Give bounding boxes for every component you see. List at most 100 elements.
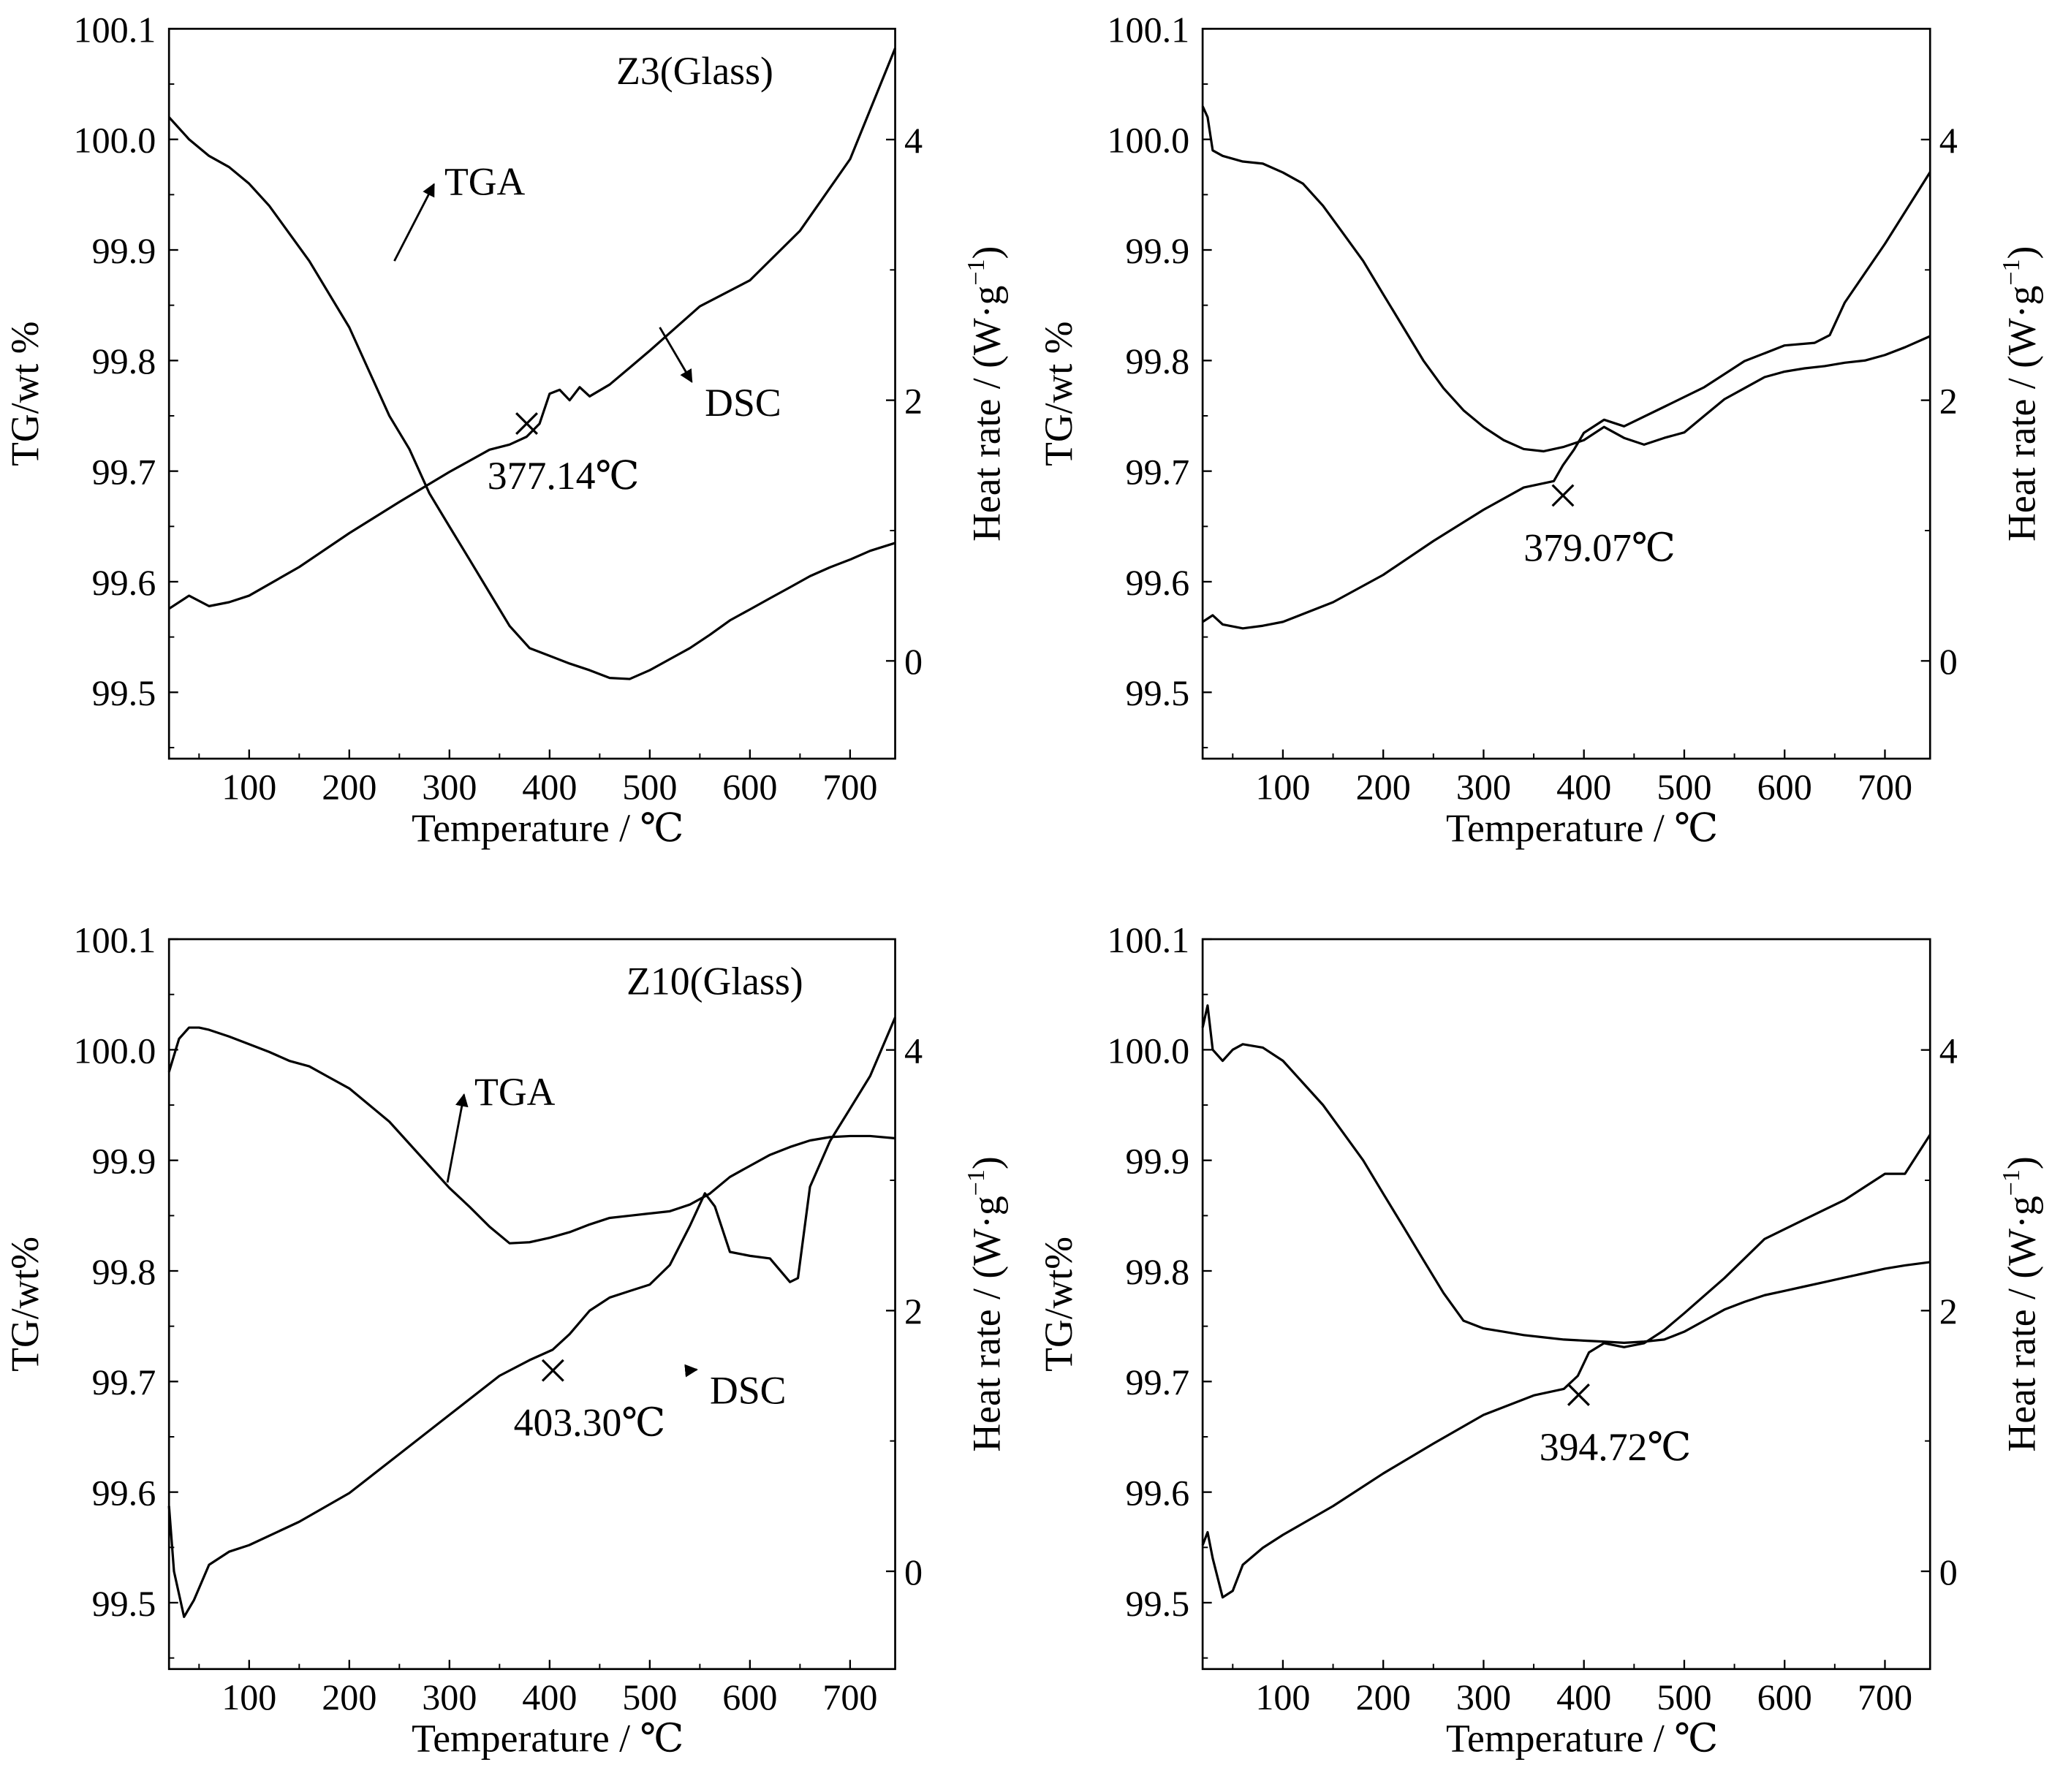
x-tick-label: 100 bbox=[1255, 767, 1310, 808]
y-right-axis-title-close: ) bbox=[1999, 1156, 2043, 1169]
x-tick-label: 400 bbox=[522, 1677, 577, 1717]
y-tick-label: 99.5 bbox=[92, 1583, 156, 1624]
annotation-marker bbox=[541, 1359, 564, 1382]
y-right-tick-label: 2 bbox=[904, 1291, 923, 1332]
y-tick-label: 100.1 bbox=[74, 9, 156, 50]
plot-frame bbox=[1201, 938, 1931, 1671]
y-right-axis-title-main: Heat rate / (W·g bbox=[965, 1196, 1009, 1451]
y-tick-label: 100.0 bbox=[74, 120, 156, 161]
x-tick-label: 300 bbox=[422, 1677, 477, 1717]
annotation-marker bbox=[1567, 1383, 1590, 1406]
series-line-dsc bbox=[168, 48, 897, 610]
y-right-axis-title-main: Heat rate / (W·g bbox=[1999, 286, 2043, 542]
x-tick-label: 300 bbox=[422, 767, 477, 808]
x-tick-label: 600 bbox=[722, 1677, 777, 1717]
x-tick-label: 100 bbox=[222, 1677, 276, 1717]
y-tick-label: 99.6 bbox=[92, 1473, 156, 1514]
annotation-label: 403.30℃ bbox=[514, 1401, 666, 1445]
x-tick-label: 500 bbox=[622, 1677, 677, 1717]
y-right-tick-label: 0 bbox=[1939, 1552, 1958, 1592]
y-tick-label: 99.9 bbox=[92, 230, 156, 271]
plot-frame bbox=[167, 28, 896, 760]
y-right-tick-label: 4 bbox=[1939, 1030, 1958, 1071]
series-label-dsc: DSC bbox=[710, 1369, 786, 1413]
y-tick-label: 100.1 bbox=[1107, 919, 1189, 960]
label-arrow bbox=[659, 327, 693, 383]
y-tick-label: 99.7 bbox=[92, 452, 156, 493]
series-line-dsc bbox=[1201, 1134, 1931, 1599]
panel-label: Z10(Glass) bbox=[626, 960, 803, 1003]
annotation-marker bbox=[1551, 484, 1575, 507]
y-tick-label: 99.9 bbox=[92, 1141, 156, 1182]
annotation-label: 379.07℃ bbox=[1523, 525, 1676, 569]
x-tick-label: 700 bbox=[822, 1677, 877, 1717]
x-tick-label: 100 bbox=[222, 767, 276, 808]
y-right-tick-label: 0 bbox=[1939, 641, 1958, 682]
y-tick-label: 99.6 bbox=[92, 562, 156, 603]
x-tick-label: 100 bbox=[1255, 1677, 1310, 1717]
chart-panel-4: 100 200 300 400 500 600 700 99.5 99.6 99.7 99.8 99.… bbox=[1037, 919, 2043, 1761]
x-tick-label: 200 bbox=[322, 1677, 376, 1717]
series-line-dsc bbox=[167, 1017, 897, 1618]
y-tick-label: 99.6 bbox=[1126, 1473, 1190, 1514]
x-axis-title: Temperature / ℃ bbox=[412, 806, 684, 850]
y-tick-label: 99.7 bbox=[1126, 452, 1190, 493]
y-tick-label: 100.0 bbox=[1107, 120, 1189, 161]
y-right-tick-label: 4 bbox=[904, 120, 923, 161]
y-right-axis-title: Heat rate / (W·g−1) bbox=[1998, 1156, 2043, 1451]
y-right-axis-title-sup: −1 bbox=[963, 1169, 990, 1196]
plot-frame bbox=[1201, 28, 1931, 760]
y-right-tick-label: 4 bbox=[904, 1030, 923, 1071]
y-tick-label: 99.5 bbox=[1126, 672, 1190, 713]
panel-label: Z3(Glass) bbox=[616, 49, 773, 93]
y-tick-label: 99.5 bbox=[1126, 1583, 1190, 1624]
y-right-axis-title-sup: −1 bbox=[1998, 259, 2025, 285]
y-axis-title: TG/wt % bbox=[3, 322, 47, 466]
annotation-label: 377.14℃ bbox=[488, 454, 640, 498]
y-tick-label: 99.5 bbox=[92, 672, 156, 713]
y-tick-label: 99.7 bbox=[92, 1362, 156, 1402]
series-line-tga bbox=[1201, 1004, 1931, 1344]
label-arrow bbox=[446, 1093, 469, 1183]
y-tick-label: 99.9 bbox=[1126, 230, 1190, 271]
y-tick-label: 99.9 bbox=[1126, 1141, 1190, 1182]
y-tick-label: 100.0 bbox=[74, 1030, 156, 1071]
plot-frame bbox=[167, 938, 896, 1671]
y-tick-label: 100.0 bbox=[1107, 1030, 1189, 1071]
y-tick-label: 99.8 bbox=[1126, 341, 1190, 381]
x-tick-label: 300 bbox=[1456, 1677, 1511, 1717]
y-right-axis-title-main: Heat rate / (W·g bbox=[965, 286, 1009, 542]
y-right-tick-label: 4 bbox=[1939, 120, 1958, 161]
series-label-tga: TGA bbox=[474, 1070, 556, 1114]
y-right-tick-label: 2 bbox=[1939, 381, 1958, 422]
y-axis-title: TG/wt % bbox=[1037, 322, 1080, 466]
y-right-axis-title: Heat rate / (W·g−1) bbox=[1998, 246, 2043, 542]
y-right-tick-label: 0 bbox=[904, 641, 923, 682]
x-tick-label: 700 bbox=[822, 767, 877, 808]
x-tick-label: 400 bbox=[522, 767, 577, 808]
y-right-axis-title: Heat rate / (W·g−1) bbox=[963, 246, 1008, 542]
chart-panel-3: 100 200 300 400 500 600 700 99.5 99.6 99.7 99.8 99.… bbox=[3, 919, 1008, 1761]
y-tick-label: 99.7 bbox=[1126, 1362, 1190, 1402]
y-right-tick-label: 0 bbox=[904, 1552, 923, 1592]
series-line-tga bbox=[1201, 105, 1931, 453]
chart-panel-2: 100 200 300 400 500 600 700 99.5 99.6 99.7 99.8 99.… bbox=[1037, 9, 2043, 850]
y-right-axis-title-close: ) bbox=[965, 1156, 1009, 1169]
x-tick-label: 600 bbox=[1757, 767, 1812, 808]
x-tick-label: 500 bbox=[622, 767, 677, 808]
y-tick-label: 99.8 bbox=[92, 341, 156, 381]
x-tick-label: 500 bbox=[1657, 1677, 1711, 1717]
y-tick-label: 99.6 bbox=[1126, 562, 1190, 603]
x-tick-label: 700 bbox=[1858, 1677, 1912, 1717]
y-right-tick-label: 2 bbox=[904, 381, 923, 422]
y-right-axis-title-close: ) bbox=[1999, 246, 2043, 259]
x-tick-label: 600 bbox=[722, 767, 777, 808]
y-tick-label: 99.8 bbox=[1126, 1251, 1190, 1292]
x-tick-label: 300 bbox=[1456, 767, 1511, 808]
x-tick-label: 700 bbox=[1858, 767, 1912, 808]
x-axis-title: Temperature / ℃ bbox=[1446, 1717, 1718, 1761]
y-right-axis-title-close: ) bbox=[965, 246, 1009, 259]
y-right-axis-title: Heat rate / (W·g−1) bbox=[963, 1156, 1008, 1451]
x-axis-title: Temperature / ℃ bbox=[412, 1717, 684, 1761]
